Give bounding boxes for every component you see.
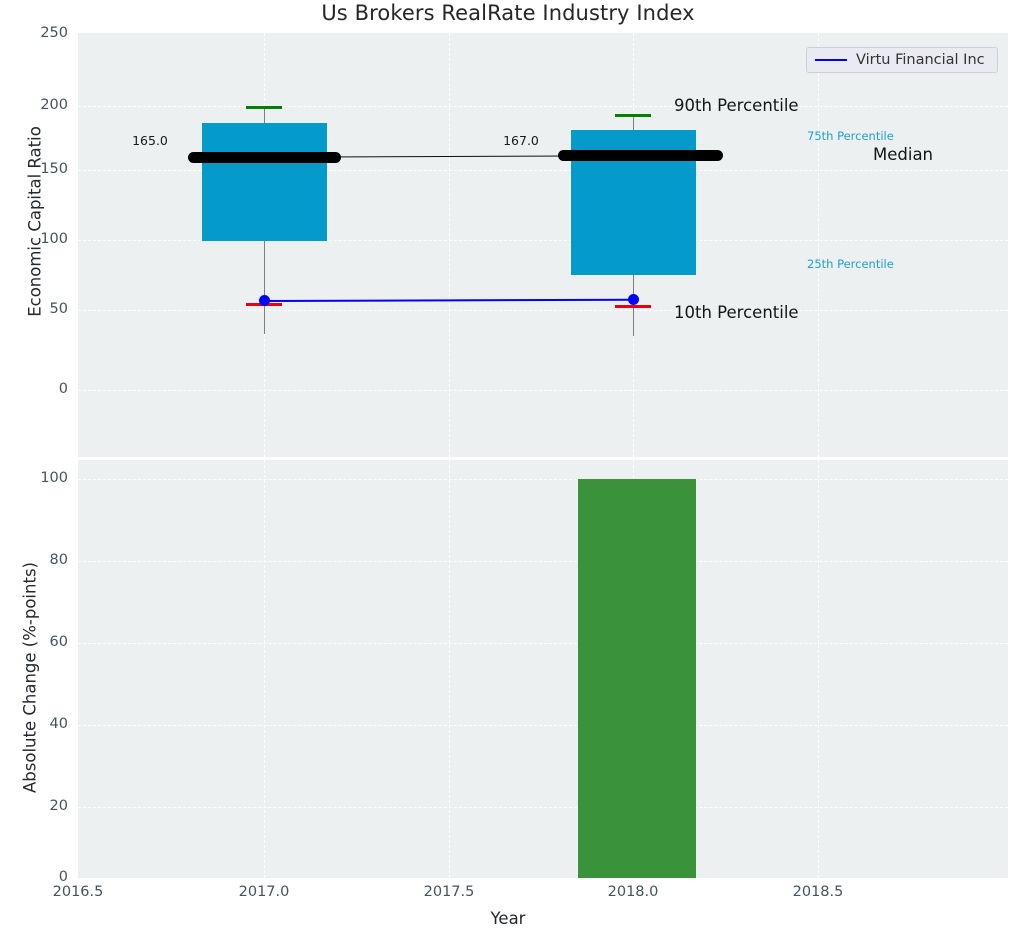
y-axis-label-bottom: Absolute Change (%-points) xyxy=(20,562,40,793)
ytick-20b: 20 xyxy=(49,798,68,814)
xtick-2018-5: 2018.5 xyxy=(792,884,844,900)
legend[interactable]: Virtu Financial Inc xyxy=(806,47,998,73)
series-point-2017 xyxy=(259,295,270,306)
y-axis-label-top: Economic Capital Ratio xyxy=(25,126,45,317)
gridline-y-0 xyxy=(78,390,1008,391)
gridline-y-20b xyxy=(78,807,1008,808)
ytick-100: 100 xyxy=(40,231,68,247)
ytick-150: 150 xyxy=(40,161,68,177)
box-2017 xyxy=(202,123,327,241)
gridline-y-100 xyxy=(78,240,1008,241)
median-value-2017: 165.0 xyxy=(132,133,168,148)
cap-p90-2017 xyxy=(246,106,282,109)
gridline-y-200 xyxy=(78,106,1008,107)
gridline-x-2018-5b xyxy=(818,460,819,878)
gridline-y-80b xyxy=(78,561,1008,562)
xtick-2017-0: 2017.0 xyxy=(238,884,290,900)
median-segment-2018 xyxy=(558,150,723,161)
ytick-100b: 100 xyxy=(40,470,68,486)
gridline-y-150 xyxy=(78,170,1008,171)
cap-p90-2018 xyxy=(615,114,651,117)
ytick-80b: 80 xyxy=(49,552,68,568)
x-axis-label: Year xyxy=(490,909,526,928)
xtick-2016-5: 2016.5 xyxy=(52,884,104,900)
gridline-y-60b xyxy=(78,643,1008,644)
gridline-y-100b xyxy=(78,479,1008,480)
cap-p10-2018 xyxy=(615,305,651,308)
gridline-y-50 xyxy=(78,310,1008,311)
legend-line-icon xyxy=(815,59,847,61)
ytick-60b: 60 xyxy=(49,634,68,650)
ytick-200: 200 xyxy=(40,97,68,113)
ytick-50: 50 xyxy=(49,301,68,317)
legend-label-virtu-financial-inc: Virtu Financial Inc xyxy=(856,52,985,68)
ytick-0b: 0 xyxy=(58,869,68,885)
median-segment-2017 xyxy=(188,152,341,163)
series-point-2018 xyxy=(628,294,639,305)
chart-title: Us Brokers RealRate Industry Index xyxy=(321,1,695,25)
gridline-x-2017b xyxy=(264,460,265,878)
annotation-75th-percentile: 75th Percentile xyxy=(807,129,894,143)
plot-area-economic-capital-ratio: 165.0 167.0 90th Percentile 75th Percent… xyxy=(40,25,1008,457)
gridline-y-40b xyxy=(78,725,1008,726)
annotation-90th-percentile: 90th Percentile xyxy=(674,96,799,115)
gridline-x-2017-5b xyxy=(449,460,450,878)
annotation-10th-percentile: 10th Percentile xyxy=(674,303,799,322)
change-bar-2018 xyxy=(578,479,696,878)
xtick-2018-0: 2018.0 xyxy=(607,884,659,900)
ytick-0: 0 xyxy=(58,381,68,397)
plot-area-absolute-change: 100 80 60 40 20 0 xyxy=(40,460,1008,885)
xtick-2017-5: 2017.5 xyxy=(423,884,475,900)
ytick-250: 250 xyxy=(40,25,68,41)
ytick-40b: 40 xyxy=(49,716,68,732)
gridline-x-2017-5 xyxy=(449,33,450,457)
gridline-x-2018-5 xyxy=(818,33,819,457)
gridline-y-0b xyxy=(78,878,1008,879)
median-value-2018: 167.0 xyxy=(503,133,539,148)
annotation-25th-percentile: 25th Percentile xyxy=(807,257,894,271)
annotation-median: Median xyxy=(873,145,934,164)
